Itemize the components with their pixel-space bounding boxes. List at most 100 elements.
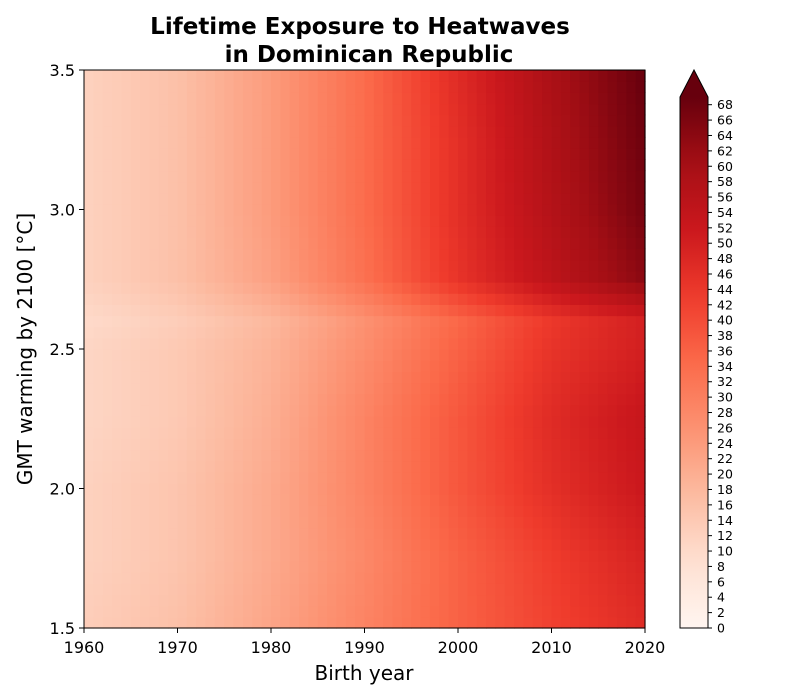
- heatmap-cell: [635, 203, 646, 216]
- heatmap-cell: [317, 415, 328, 428]
- heatmap-cell: [598, 181, 609, 194]
- heatmap-cell: [429, 293, 440, 305]
- heatmap-cell: [242, 594, 253, 607]
- heatmap-cell: [542, 505, 553, 517]
- heatmap-cell: [542, 81, 553, 93]
- heatmap-cell: [224, 114, 235, 127]
- heatmap-cell: [130, 382, 141, 395]
- heatmap-cell: [579, 70, 590, 82]
- heatmap-cell: [205, 337, 216, 350]
- heatmap-cell: [570, 616, 581, 629]
- heatmap-cell: [355, 125, 366, 138]
- heatmap-cell: [308, 427, 319, 439]
- heatmap-cell: [214, 449, 225, 462]
- heatmap-cell: [383, 215, 394, 227]
- heatmap-cell: [205, 293, 216, 305]
- heatmap-cell: [130, 136, 141, 149]
- heatmap-cell: [486, 337, 496, 350]
- heatmap-cell: [560, 203, 571, 216]
- heatmap-cell: [467, 159, 478, 172]
- heatmap-cell: [551, 282, 562, 294]
- heatmap-cell: [420, 494, 431, 506]
- heatmap-cell: [551, 293, 562, 305]
- heatmap-cell: [458, 516, 468, 529]
- heatmap-cell: [504, 471, 515, 484]
- heatmap-cell: [579, 594, 590, 607]
- heatmap-cell: [308, 516, 319, 529]
- heatmap-cell: [439, 181, 450, 194]
- heatmap-cell: [588, 226, 599, 238]
- heatmap-cell: [112, 527, 122, 540]
- heatmap-cell: [570, 203, 581, 216]
- heatmap-cell: [177, 326, 188, 339]
- heatmap-cell: [196, 438, 207, 451]
- heatmap-cell: [271, 404, 281, 417]
- heatmap-cell: [383, 192, 394, 205]
- heatmap-cell: [121, 449, 132, 462]
- heatmap-cell: [336, 404, 347, 417]
- heatmap-cell: [458, 393, 468, 406]
- heatmap-cell: [401, 215, 412, 227]
- heatmap-cell: [560, 349, 571, 361]
- heatmap-cell: [579, 293, 590, 305]
- heatmap-cell: [168, 103, 179, 116]
- heatmap-cell: [439, 360, 450, 372]
- heatmap-cell: [336, 315, 347, 328]
- heatmap-cell: [177, 438, 188, 451]
- heatmap-cell: [233, 248, 244, 261]
- heatmap-cell: [467, 583, 478, 596]
- heatmap-cell: [570, 605, 581, 618]
- heatmap-cell: [514, 114, 525, 127]
- heatmap-cell: [626, 471, 637, 484]
- heatmap-cell: [233, 549, 244, 562]
- heatmap-cell: [458, 304, 468, 317]
- heatmap-cell: [186, 170, 197, 183]
- heatmap-cell: [214, 136, 225, 149]
- heatmap-cell: [467, 282, 478, 294]
- heatmap-cell: [261, 125, 272, 138]
- heatmap-cell: [458, 70, 468, 82]
- heatmap-cell: [102, 427, 113, 439]
- heatmap-cell: [542, 616, 553, 629]
- heatmap-cell: [93, 527, 104, 540]
- heatmap-cell: [607, 371, 618, 384]
- heatmap-cell: [196, 616, 207, 629]
- heatmap-cell: [458, 371, 468, 384]
- heatmap-cell: [383, 326, 394, 339]
- heatmap-cell: [401, 382, 412, 395]
- heatmap-cell: [271, 538, 281, 551]
- heatmap-cell: [392, 70, 403, 82]
- heatmap-cell: [158, 237, 169, 250]
- heatmap-cell: [598, 583, 609, 596]
- heatmap-cell: [261, 549, 272, 562]
- heatmap-cell: [336, 494, 347, 506]
- heatmap-cell: [401, 605, 412, 618]
- heatmap-cell: [242, 572, 253, 584]
- heatmap-cell: [252, 616, 263, 629]
- heatmap-cell: [317, 337, 328, 350]
- heatmap-cell: [196, 148, 207, 160]
- heatmap-cell: [345, 471, 356, 484]
- heatmap-cell: [252, 583, 263, 596]
- heatmap-cell: [401, 181, 412, 194]
- heatmap-cell: [514, 103, 525, 116]
- heatmap-cell: [308, 415, 319, 428]
- heatmap-cell: [93, 125, 104, 138]
- heatmap-cell: [355, 382, 366, 395]
- heatmap-cell: [93, 270, 104, 283]
- heatmap-cell: [560, 226, 571, 238]
- heatmap-cell: [495, 449, 506, 462]
- heatmap-cell: [271, 438, 281, 451]
- heatmap-cell: [401, 103, 412, 116]
- heatmap-cell: [532, 148, 543, 160]
- heatmap-cell: [289, 170, 300, 183]
- heatmap-cell: [355, 404, 366, 417]
- heatmap-cell: [579, 393, 590, 406]
- heatmap-cell: [588, 81, 599, 93]
- heatmap-cell: [205, 259, 216, 272]
- heatmap-cell: [598, 237, 609, 250]
- heatmap-cell: [392, 393, 403, 406]
- heatmap-cell: [458, 527, 468, 540]
- heatmap-cell: [598, 482, 609, 495]
- heatmap-cell: [242, 427, 253, 439]
